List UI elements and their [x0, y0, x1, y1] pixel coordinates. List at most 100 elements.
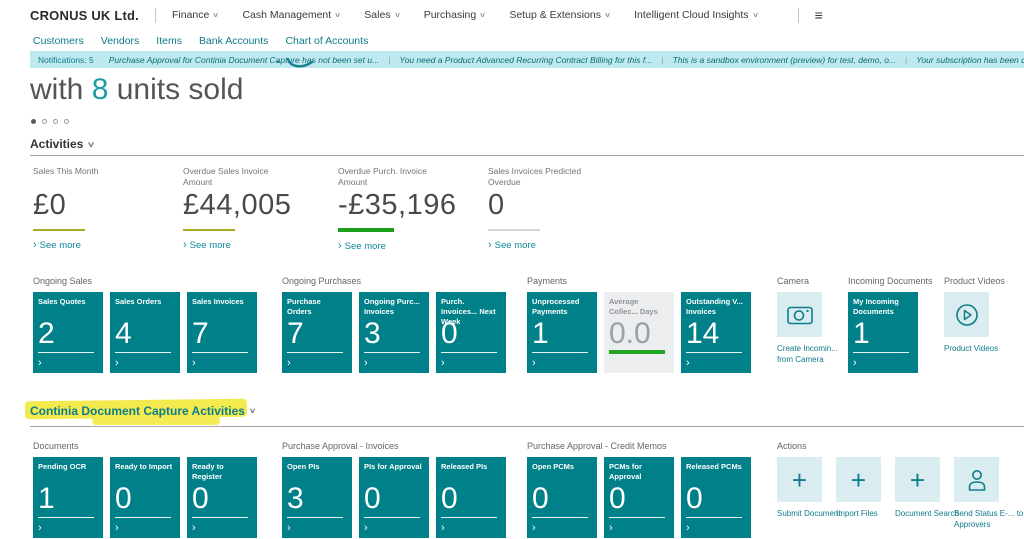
tile-open-pis[interactable]: Open PIs 3 › [282, 457, 352, 538]
camera-action-label[interactable]: Create Incomin... from Camera [777, 344, 838, 365]
kpi-label: Overdue Sales Invoice Amount [183, 166, 269, 188]
document-search-label[interactable]: Document Search [895, 509, 960, 518]
tile-ready-to-register[interactable]: Ready to Register 0 › [187, 457, 257, 538]
tile-value: 1 [532, 317, 549, 350]
chevron-right-icon: › [338, 240, 342, 252]
tile-sales-invoices[interactable]: Sales Invoices 7 › [187, 292, 257, 373]
divider [853, 352, 909, 353]
document-search-button[interactable]: + [895, 457, 940, 502]
send-status-email-label[interactable]: Send Status E-... to Approvers [954, 509, 1024, 530]
notification-message[interactable]: Your subscription has been canceled. Ple… [916, 54, 1024, 65]
tile-outstanding-vendor-invoices[interactable]: Outstanding V... Invoices 14 › [681, 292, 751, 373]
product-videos-label[interactable]: Product Videos [944, 344, 999, 353]
see-more-link[interactable]: › See more [183, 239, 231, 252]
tile-purchase-orders[interactable]: Purchase Orders 7 › [282, 292, 352, 373]
nav-bank-accounts[interactable]: Bank Accounts [198, 34, 269, 47]
tile-value: 1 [38, 482, 55, 515]
kpi-underline [183, 229, 235, 231]
notification-message[interactable]: This is a sandbox environment (preview) … [672, 54, 897, 65]
cue-row-1: Ongoing Sales Sales Quotes 2 › Sales Ord… [0, 276, 1024, 382]
tile-sales-quotes[interactable]: Sales Quotes 2 › [33, 292, 103, 373]
kpi-sales-invoices-predicted-overdue: Sales Invoices Predicted Overdue 0 › See … [488, 166, 618, 251]
submit-document-label[interactable]: Submit Document [777, 509, 841, 518]
tile-pis-for-approval[interactable]: PIs for Approval 0 › [359, 457, 429, 538]
tile-value: 0 [364, 482, 381, 515]
tile-purch-invoices-next-week[interactable]: Purch. Invoices... Next Week 0 › [436, 292, 506, 373]
nav-items[interactable]: Items [156, 34, 182, 47]
chevron-right-icon: › [532, 357, 536, 369]
menu-purchasing[interactable]: Purchasing ∨ [423, 9, 487, 21]
carousel-dot[interactable] [42, 119, 47, 124]
group-title: Camera [777, 276, 810, 286]
send-status-email-button[interactable] [954, 457, 999, 502]
carousel-dot[interactable] [31, 119, 36, 124]
carousel-dot[interactable] [53, 119, 58, 124]
tile-label: Released PCMs [686, 462, 742, 471]
menu-setup-extensions[interactable]: Setup & Extensions ∨ [509, 9, 612, 21]
chevron-right-icon: › [686, 357, 690, 369]
tile-label: My Incoming Documents [853, 297, 899, 316]
tile-my-incoming-documents[interactable]: My Incoming Documents 1 › [848, 292, 918, 373]
chevron-right-icon: › [287, 522, 291, 534]
chevron-right-icon: › [183, 239, 187, 251]
submit-document-button[interactable]: + [777, 457, 822, 502]
tile-ongoing-purchase-invoices[interactable]: Ongoing Purc... Invoices 3 › [359, 292, 429, 373]
tile-label: Pending OCR [38, 462, 87, 471]
continia-section-title[interactable]: Continia Document Capture Activities ∨ [30, 404, 257, 418]
menu-intelligent-cloud-insights[interactable]: Intelligent Cloud Insights ∨ [634, 9, 759, 21]
group-title: Ongoing Sales [33, 276, 93, 286]
cue-row-2: Documents Pending OCR 1 › Ready to Impor… [0, 441, 1024, 539]
tile-average-collection-days[interactable]: Average Collec... Days 0.0 [604, 292, 674, 373]
hamburger-menu-icon[interactable]: ≡ [814, 7, 823, 23]
carousel-dot[interactable] [64, 119, 69, 124]
person-icon [968, 469, 985, 491]
tile-released-pis[interactable]: Released PIs 0 › [436, 457, 506, 538]
tile-value: 7 [192, 317, 209, 350]
menu-finance[interactable]: Finance ∨ [171, 9, 220, 21]
tile-ready-to-import[interactable]: Ready to Import 0 › [110, 457, 180, 538]
kpi-overdue-purch-invoice: Overdue Purch. Invoice Amount -£35,196 ›… [338, 166, 468, 252]
nav-chart-of-accounts[interactable]: Chart of Accounts [285, 34, 369, 47]
insight-headline: with 8 units sold [30, 73, 244, 106]
chevron-right-icon: › [364, 357, 368, 369]
tile-unprocessed-payments[interactable]: Unprocessed Payments 1 › [527, 292, 597, 373]
import-files-label[interactable]: Import Files [836, 509, 878, 518]
group-title: Purchase Approval - Credit Memos [527, 441, 667, 451]
notification-message[interactable]: Purchase Approval for Continia Document … [108, 54, 380, 65]
chevron-right-icon: › [853, 357, 857, 369]
chevron-right-icon: › [686, 522, 690, 534]
tile-value: 0 [441, 317, 458, 350]
chevron-down-icon: ∨ [248, 408, 257, 415]
camera-action-tile[interactable] [777, 292, 822, 337]
tile-pending-ocr[interactable]: Pending OCR 1 › [33, 457, 103, 538]
divider: | [905, 54, 908, 65]
kpi-label: Sales Invoices Predicted Overdue [488, 166, 582, 188]
activities-section-header[interactable]: Activities ∨ [30, 137, 96, 151]
notification-message[interactable]: You need a Product Advanced Recurring Co… [399, 54, 653, 65]
kpi-value[interactable]: -£35,196 [338, 189, 457, 221]
divider [192, 517, 248, 518]
company-name[interactable]: CRONUS UK Ltd. [30, 7, 139, 23]
kpi-underline [33, 229, 85, 231]
see-more-link[interactable]: › See more [488, 239, 536, 252]
kpi-value[interactable]: £44,005 [183, 189, 292, 221]
tile-pcms-for-approval[interactable]: PCMs for Approval 0 › [604, 457, 674, 538]
kpi-value[interactable]: £0 [33, 189, 67, 221]
tile-label: Average Collec... Days [609, 297, 658, 316]
menu-sales[interactable]: Sales ∨ [364, 9, 401, 21]
tile-label: Outstanding V... Invoices [686, 297, 743, 316]
see-more-link[interactable]: › See more [338, 240, 386, 253]
play-icon [955, 303, 978, 326]
import-files-button[interactable]: + [836, 457, 881, 502]
menu-cash-management[interactable]: Cash Management ∨ [242, 9, 342, 21]
nav-customers[interactable]: Customers [33, 34, 84, 47]
product-videos-tile[interactable] [944, 292, 989, 337]
tile-sales-orders[interactable]: Sales Orders 4 › [110, 292, 180, 373]
nav-vendors[interactable]: Vendors [100, 34, 140, 47]
kpi-value[interactable]: 0 [488, 189, 505, 221]
tile-label: Unprocessed Payments [532, 297, 580, 316]
see-more-link[interactable]: › See more [33, 239, 81, 252]
headline-carousel-dots [31, 119, 1024, 124]
tile-released-pcms[interactable]: Released PCMs 0 › [681, 457, 751, 538]
tile-open-pcms[interactable]: Open PCMs 0 › [527, 457, 597, 538]
